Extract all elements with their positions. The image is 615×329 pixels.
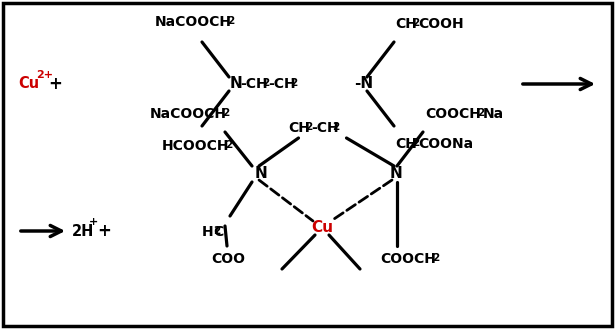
Text: N: N (230, 77, 243, 91)
Text: +: + (97, 222, 111, 240)
Text: 2: 2 (333, 122, 339, 132)
Text: CH: CH (395, 137, 417, 151)
Text: NaCOOCH: NaCOOCH (155, 15, 232, 29)
Text: HCOOCH: HCOOCH (162, 139, 229, 153)
Text: 2: 2 (225, 140, 232, 150)
Text: C: C (213, 225, 223, 239)
Text: +: + (48, 75, 62, 93)
Text: -CH: -CH (268, 77, 296, 91)
Text: 2: 2 (412, 138, 419, 148)
Text: 2: 2 (412, 18, 419, 28)
Text: 2: 2 (222, 108, 229, 118)
Text: COO: COO (211, 252, 245, 266)
Text: -CH: -CH (312, 121, 339, 135)
Text: CH: CH (395, 17, 417, 31)
Text: 2+: 2+ (36, 70, 53, 80)
Text: COONa: COONa (418, 137, 473, 151)
Text: COOH: COOH (418, 17, 464, 31)
Text: Cu: Cu (311, 219, 333, 235)
Text: 2: 2 (262, 78, 269, 88)
Text: H: H (201, 225, 213, 239)
Text: -CH: -CH (240, 77, 268, 91)
Text: 2: 2 (227, 16, 234, 26)
Text: Na: Na (483, 107, 504, 121)
Text: 2: 2 (290, 78, 297, 88)
Text: 2: 2 (432, 253, 439, 263)
Text: 2: 2 (477, 108, 484, 118)
Text: -N: -N (354, 77, 373, 91)
Text: NaCOOCH: NaCOOCH (150, 107, 227, 121)
Text: COOCH: COOCH (425, 107, 481, 121)
Text: N: N (255, 166, 268, 182)
Text: COOCH: COOCH (380, 252, 436, 266)
Text: 2H: 2H (72, 223, 94, 239)
Text: 2: 2 (306, 122, 313, 132)
Text: +: + (89, 217, 98, 227)
Text: CH: CH (288, 121, 311, 135)
Text: 2: 2 (213, 226, 220, 236)
Text: N: N (390, 166, 403, 182)
Text: Cu: Cu (18, 77, 39, 91)
